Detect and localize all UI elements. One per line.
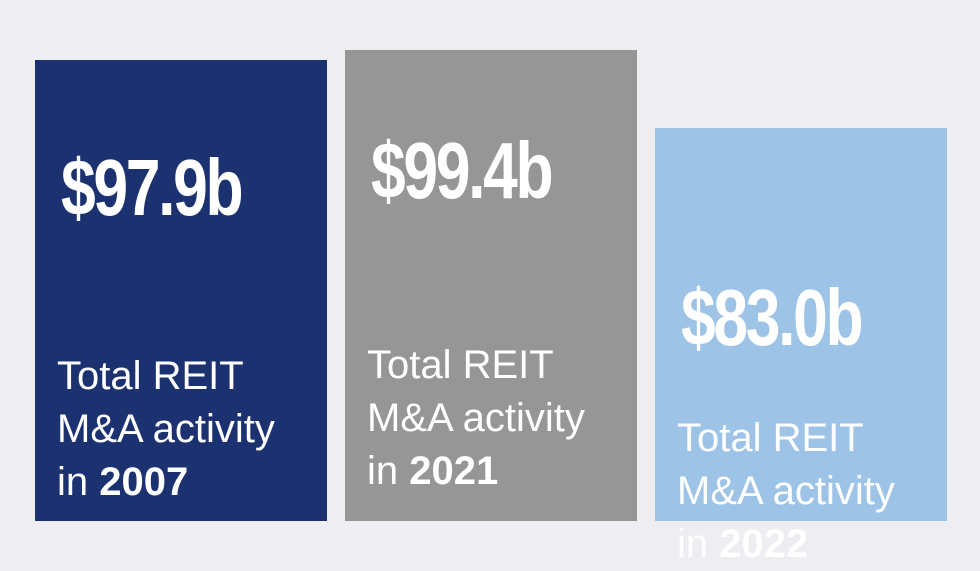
year-label-2007: 2007 — [99, 460, 189, 504]
description-prefix: in — [677, 522, 720, 566]
description-prefix: in — [367, 449, 410, 493]
description-line-1: Total REIT — [57, 354, 244, 398]
bar-2007: $97.9b Total REIT M&A activity in 2007 — [35, 60, 327, 521]
description-line-3: in 2022 — [677, 518, 895, 571]
description-prefix: in — [57, 460, 100, 504]
description-line-1: Total REIT — [677, 416, 864, 460]
description-line-2: M&A activity — [57, 407, 275, 451]
description-line-2: M&A activity — [677, 469, 895, 513]
value-label-2021: $99.4b — [371, 126, 554, 215]
year-label-2021: 2021 — [409, 449, 499, 493]
bar-description-2022: Total REIT M&A activity in 2022 — [677, 412, 895, 571]
bar-2021: $99.4b Total REIT M&A activity in 2021 — [345, 50, 637, 521]
bar-description-2007: Total REIT M&A activity in 2007 — [57, 350, 275, 509]
bar-description-2021: Total REIT M&A activity in 2021 — [367, 339, 585, 498]
value-label-2007: $97.9b — [61, 143, 244, 232]
description-line-1: Total REIT — [367, 343, 554, 387]
year-label-2022: 2022 — [719, 522, 809, 566]
bar-2022: $83.0b Total REIT M&A activity in 2022 — [655, 128, 947, 566]
description-line-2: M&A activity — [367, 396, 585, 440]
value-label-2022: $83.0b — [681, 273, 864, 362]
description-line-3: in 2021 — [367, 445, 585, 498]
description-line-3: in 2007 — [57, 456, 275, 509]
